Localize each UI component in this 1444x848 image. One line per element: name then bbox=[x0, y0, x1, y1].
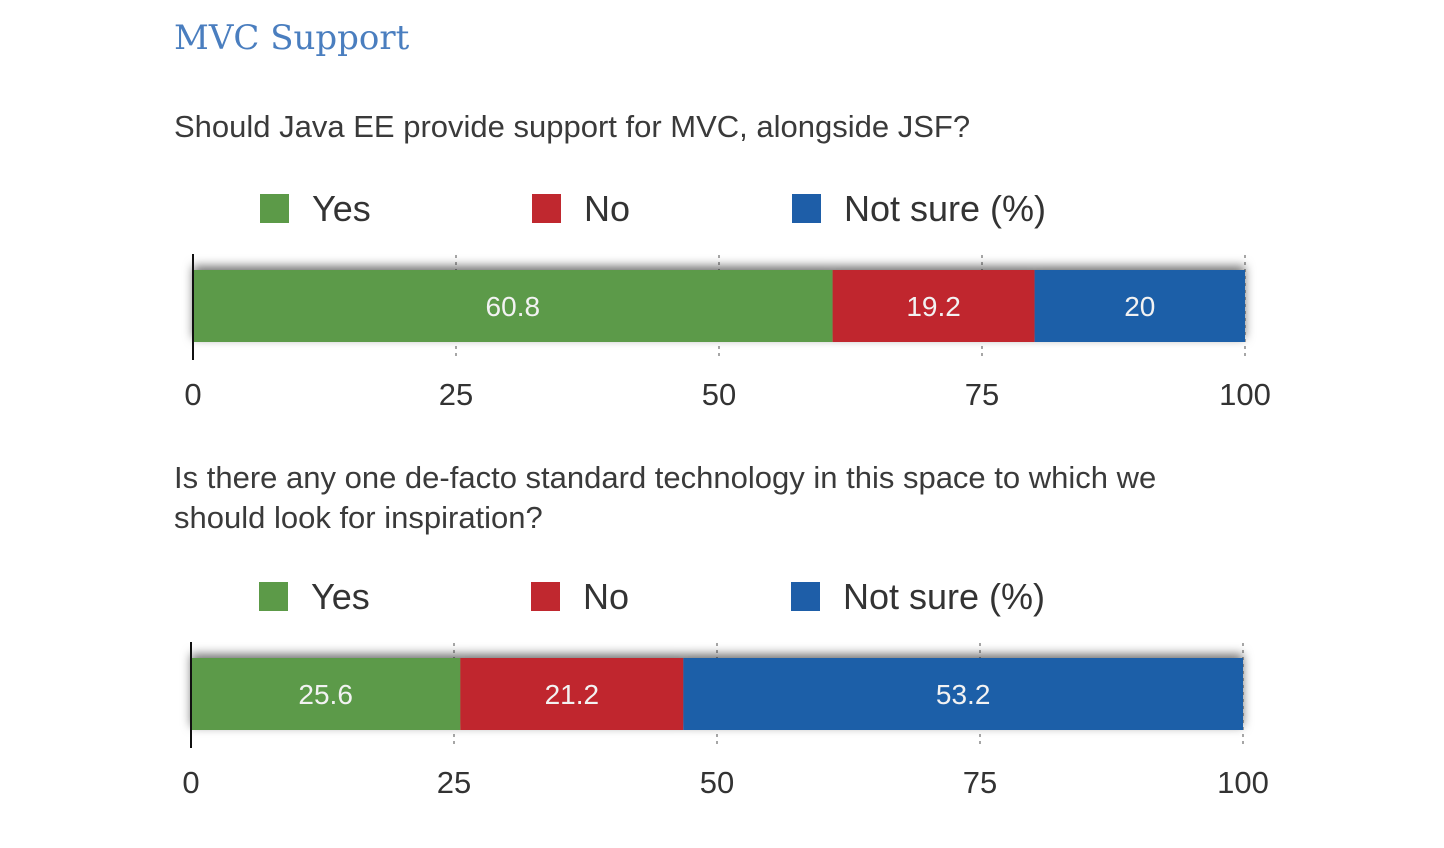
bar-segment-not bbox=[683, 658, 1243, 730]
data-label: 19.2 bbox=[906, 291, 961, 322]
legend-swatch-1 bbox=[532, 194, 561, 223]
legend-label-0: Yes bbox=[311, 576, 370, 617]
legend-swatch-0 bbox=[260, 194, 289, 223]
legend-swatch-0 bbox=[259, 582, 288, 611]
bar-segment-no bbox=[832, 270, 1035, 342]
x-tick-label: 25 bbox=[437, 765, 471, 798]
section-title: MVC Support bbox=[174, 18, 410, 58]
legend-swatch-1 bbox=[531, 582, 560, 611]
legend-label-1: No bbox=[584, 188, 630, 229]
legend-label-2: Not sure (%) bbox=[843, 576, 1045, 617]
bar-group bbox=[193, 270, 1245, 342]
data-label: 53.2 bbox=[936, 679, 991, 710]
chart-1: Yes No Not sure (%) 60.8 19.2 20 0 25 50 75 100 bbox=[184, 188, 1271, 410]
legend-label-0: Yes bbox=[312, 188, 371, 229]
legend-label-2: Not sure (%) bbox=[844, 188, 1046, 229]
bar-group bbox=[191, 658, 1243, 730]
chart-2: Yes No Not sure (%) 25.6 21.2 53.2 0 25 50 75 100 bbox=[182, 576, 1269, 798]
bar-segment-not bbox=[1034, 270, 1245, 342]
chart-2-question: Is there any one de-facto standard techn… bbox=[174, 460, 1157, 535]
x-tick-label: 0 bbox=[184, 377, 201, 410]
legend-swatch-2 bbox=[792, 194, 821, 223]
bar-segment-no bbox=[460, 658, 684, 730]
x-tick-label: 0 bbox=[182, 765, 199, 798]
bar-segment-yes bbox=[193, 270, 833, 342]
data-label: 21.2 bbox=[545, 679, 600, 710]
bar-segment-yes bbox=[191, 658, 461, 730]
x-tick-label: 75 bbox=[965, 377, 999, 410]
x-tick-label: 75 bbox=[963, 765, 997, 798]
legend-swatch-2 bbox=[791, 582, 820, 611]
chart-1-question: Should Java EE provide support for MVC, … bbox=[174, 109, 971, 144]
x-tick-label: 100 bbox=[1217, 765, 1269, 798]
x-tick-label: 100 bbox=[1219, 377, 1271, 410]
x-tick-label: 50 bbox=[700, 765, 734, 798]
data-label: 20 bbox=[1124, 291, 1155, 322]
legend-label-1: No bbox=[583, 576, 629, 617]
x-tick-label: 50 bbox=[702, 377, 736, 410]
x-tick-label: 25 bbox=[439, 377, 473, 410]
data-label: 60.8 bbox=[486, 291, 541, 322]
data-label: 25.6 bbox=[298, 679, 353, 710]
